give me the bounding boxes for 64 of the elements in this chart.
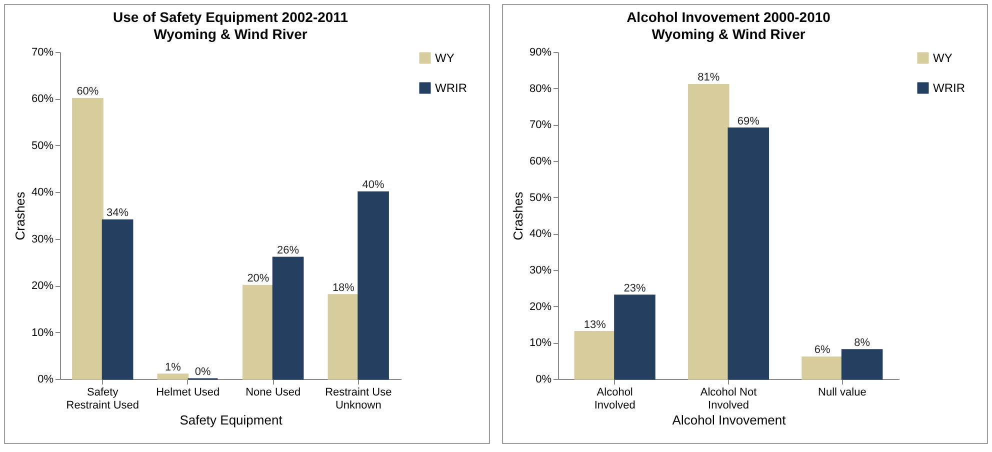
bar	[102, 219, 134, 380]
data-label: 81%	[698, 72, 720, 84]
data-label: 1%	[165, 361, 182, 374]
data-label: 26%	[277, 244, 300, 257]
data-label: 13%	[584, 318, 606, 331]
y-tick-label: 70%	[529, 119, 552, 132]
chart-title: Use of Safety Equipment 2002-2011	[113, 9, 348, 25]
y-tick-label: 20%	[529, 300, 552, 313]
x-axis-title: Alcohol Invovement	[672, 412, 786, 428]
legend-label: WY	[435, 51, 454, 65]
bar	[242, 284, 274, 380]
x-tick-label: Helmet Used	[156, 386, 220, 398]
y-tick-label: 40%	[529, 228, 552, 240]
legend-label: WRIR	[933, 81, 966, 95]
y-tick-label: 80%	[529, 82, 552, 95]
bar	[688, 84, 730, 380]
y-tick-label: 60%	[31, 93, 54, 106]
data-label: 18%	[332, 282, 355, 294]
bar	[72, 98, 104, 380]
data-label: 8%	[854, 336, 870, 349]
y-tick-label: 20%	[31, 280, 54, 292]
y-tick-label: 30%	[529, 264, 552, 276]
y-tick-label: 30%	[31, 233, 54, 246]
data-label: 0%	[194, 366, 211, 378]
x-axis-title: Safety Equipment	[180, 412, 283, 428]
y-tick-label: 0%	[536, 374, 552, 386]
y-tick-label: 60%	[529, 156, 552, 168]
chart-subtitle: Wyoming & Wind River	[154, 26, 308, 42]
bar	[728, 128, 770, 380]
y-axis-title: Crashes	[12, 191, 28, 240]
bar	[802, 356, 843, 380]
y-tick-label: 40%	[31, 186, 54, 199]
legend-label: WY	[933, 51, 952, 65]
y-tick-label: 10%	[529, 337, 552, 350]
x-tick-label: Alcohol Not Involved	[700, 386, 757, 412]
y-tick-label: 10%	[31, 326, 54, 339]
chart-title: Alcohol Invovement 2000-2010	[626, 9, 831, 25]
bar	[614, 294, 656, 380]
bar	[574, 331, 616, 380]
x-tick-label: Alcohol Involved	[594, 386, 636, 412]
y-tick-label: 50%	[529, 192, 552, 204]
legend-label: WRIR	[435, 81, 468, 95]
bar	[841, 349, 883, 380]
x-tick-label: None Used	[246, 386, 301, 398]
y-tick-label: 90%	[529, 46, 552, 58]
bar	[157, 374, 189, 380]
chart-subtitle: Wyoming & Wind River	[652, 26, 806, 42]
x-tick-label: Restraint Use Unknown	[325, 386, 392, 412]
data-label: 6%	[814, 344, 830, 356]
data-label: 40%	[362, 179, 385, 192]
y-tick-label: 50%	[31, 140, 54, 152]
x-tick-label: Safety Restraint Used	[66, 386, 140, 412]
data-label: 23%	[624, 282, 646, 294]
bar	[328, 294, 360, 380]
bar	[272, 256, 304, 380]
y-tick-label: 0%	[38, 374, 54, 386]
data-label: 60%	[76, 86, 99, 98]
bar	[358, 191, 389, 380]
data-label: 69%	[737, 115, 760, 128]
y-axis-title: Crashes	[510, 191, 526, 240]
y-tick-label: 70%	[31, 46, 54, 58]
x-tick-label: Null value	[818, 386, 866, 398]
data-label: 34%	[106, 207, 129, 220]
data-label: 20%	[247, 272, 270, 285]
